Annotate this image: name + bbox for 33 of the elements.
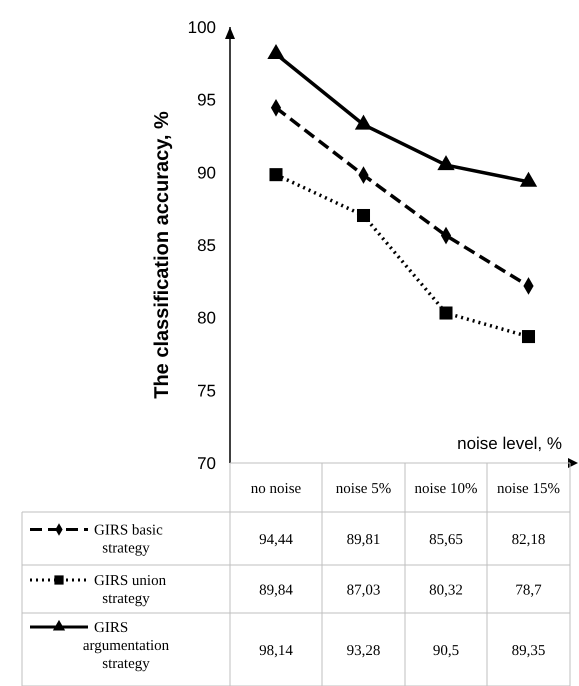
y-tick-label: 95 bbox=[197, 90, 216, 110]
point bbox=[356, 208, 370, 222]
data-label: 89,35 bbox=[512, 642, 546, 659]
y-tick-label: 70 bbox=[197, 454, 216, 473]
data-label: 78,7 bbox=[515, 582, 542, 598]
point bbox=[439, 306, 453, 320]
y-tick-label: 90 bbox=[197, 163, 216, 182]
x-tick-label: no noise bbox=[250, 480, 302, 497]
data-label: 93,28 bbox=[346, 642, 380, 659]
data-label: 89,84 bbox=[259, 582, 294, 598]
y-tick-label: 85 bbox=[197, 236, 216, 255]
point bbox=[354, 114, 372, 130]
point bbox=[522, 330, 536, 344]
data-label: 89,81 bbox=[346, 532, 380, 548]
data-label: 82,18 bbox=[512, 532, 546, 548]
data-label: 94,44 bbox=[259, 532, 294, 548]
y-axis-title: The classification accuracy, % bbox=[151, 111, 173, 399]
x-tick-label: noise 5% bbox=[336, 480, 392, 497]
legend-label: GIRS basic strategy bbox=[94, 522, 164, 556]
data-label: 98,14 bbox=[259, 642, 294, 659]
data-label: 87,03 bbox=[346, 582, 380, 598]
y-tick-label: 80 bbox=[197, 308, 216, 328]
legend-label: GIRS union strategy bbox=[94, 573, 167, 607]
legend-label: GIRS argumentation strategy bbox=[82, 620, 170, 672]
point bbox=[437, 155, 455, 170]
data-label: 80,32 bbox=[429, 582, 463, 598]
data-label: 85,65 bbox=[429, 532, 463, 548]
x-tick-label: noise 10% bbox=[414, 480, 478, 497]
data-label: 90,5 bbox=[432, 642, 460, 659]
y-tick-label: 75 bbox=[197, 381, 216, 400]
x-axis-title: noise level, % bbox=[457, 434, 562, 453]
x-tick-label: noise 15% bbox=[497, 480, 560, 497]
y-tick-label: 100 bbox=[188, 18, 216, 37]
